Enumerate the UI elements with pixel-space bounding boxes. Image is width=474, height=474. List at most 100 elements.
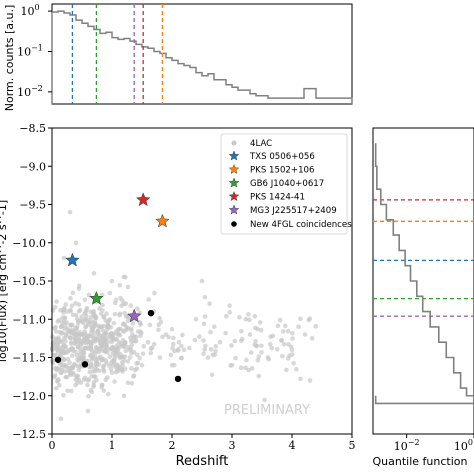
background-point <box>61 362 67 368</box>
background-point <box>280 329 286 334</box>
quantile-panel-frame <box>372 127 474 435</box>
background-point <box>133 339 138 344</box>
top-y-ticks: 100 10−1 10−2 <box>17 3 52 99</box>
background-point <box>100 302 105 308</box>
legend-star-marker <box>228 150 240 161</box>
background-point <box>68 309 73 314</box>
legend-marker-4lac <box>231 140 237 146</box>
background-point <box>135 329 141 334</box>
scatter-x-tick-label: 5 <box>349 439 356 452</box>
background-point <box>279 337 285 343</box>
background-point <box>82 375 88 381</box>
background-point <box>86 393 91 399</box>
background-point <box>67 347 73 353</box>
background-point <box>180 332 185 338</box>
background-point <box>91 271 97 276</box>
background-point <box>138 333 143 339</box>
background-point <box>112 311 118 317</box>
background-point <box>232 338 238 344</box>
background-point <box>54 366 59 371</box>
background-point <box>148 350 154 356</box>
background-point <box>108 333 114 338</box>
scatter-x-tick-label: 4 <box>289 439 296 452</box>
background-point <box>76 309 82 314</box>
background-point <box>70 290 76 296</box>
background-point <box>281 341 287 347</box>
background-point <box>54 343 60 349</box>
background-point <box>98 311 104 317</box>
background-point <box>100 343 105 349</box>
background-point <box>104 311 109 317</box>
legend-star-label: TXS 0506+056 <box>249 152 315 162</box>
background-point <box>116 365 121 370</box>
background-point <box>58 370 64 376</box>
background-point <box>67 335 73 340</box>
scatter-y-tick-label: −9.0 <box>19 160 46 173</box>
background-point <box>125 318 131 324</box>
background-point <box>101 388 107 393</box>
background-point <box>69 303 75 309</box>
background-point <box>65 330 70 335</box>
top-y-axis-label: Norm. counts [a.u.] <box>3 5 16 112</box>
legend-marker-new-coincidences <box>231 221 237 227</box>
background-point <box>86 292 92 298</box>
background-point <box>141 343 147 349</box>
background-point <box>112 300 118 306</box>
background-point <box>284 367 289 373</box>
quantile-panel: 10−2 100 Quantile function <box>372 127 474 468</box>
background-point <box>68 341 74 346</box>
quantile-bottom-line <box>374 395 474 405</box>
background-point <box>101 323 106 329</box>
background-point <box>137 355 142 361</box>
legend-star-marker <box>228 177 240 188</box>
quantile-x-tick-label: 100 <box>454 438 473 453</box>
background-point <box>52 352 58 358</box>
background-point <box>202 314 208 319</box>
background-point <box>55 336 61 342</box>
background-point <box>125 284 131 290</box>
scatter-x-tick-label: 0 <box>49 439 56 452</box>
background-point <box>74 375 80 381</box>
background-point <box>93 357 99 362</box>
background-point <box>313 324 318 329</box>
legend-star-label: PKS 1424-41 <box>250 193 305 203</box>
background-point <box>72 362 78 368</box>
background-point <box>128 346 134 352</box>
background-point <box>91 382 97 388</box>
background-point <box>187 345 192 351</box>
background-point <box>76 358 81 364</box>
scatter-y-tick-label: −10.0 <box>12 237 46 250</box>
scatter-y-tick-label: −12.0 <box>12 390 46 403</box>
background-point <box>147 322 153 328</box>
background-point <box>117 312 122 318</box>
background-point <box>99 384 104 390</box>
scatter-x-tick-label: 3 <box>229 439 236 452</box>
quantile-curve <box>374 143 474 405</box>
background-point <box>209 372 215 378</box>
background-point <box>130 321 136 326</box>
background-point <box>60 355 65 361</box>
background-point <box>92 330 97 336</box>
background-point <box>57 382 62 388</box>
highlight-star <box>126 308 142 323</box>
scatter-y-ticks: −12.5 −12.0 −11.5 −11.0 −10.5 −10.0 −9.5 −9.0 −8… <box>12 122 52 441</box>
top-histogram-markers <box>71 4 164 104</box>
background-point <box>79 314 84 319</box>
scatter-y-tick-label: −11.0 <box>12 313 46 326</box>
background-point <box>88 339 94 345</box>
background-point <box>55 378 61 383</box>
background-point <box>289 331 295 336</box>
background-point <box>197 334 202 339</box>
background-point <box>52 339 58 345</box>
background-point <box>73 332 79 337</box>
background-point <box>298 376 303 382</box>
background-point <box>120 354 126 360</box>
background-point <box>213 343 219 349</box>
background-point <box>64 334 69 339</box>
background-point <box>170 341 176 347</box>
background-point <box>265 355 271 360</box>
background-point <box>53 324 58 330</box>
histogram-step-line <box>51 10 353 104</box>
background-point <box>169 326 175 332</box>
